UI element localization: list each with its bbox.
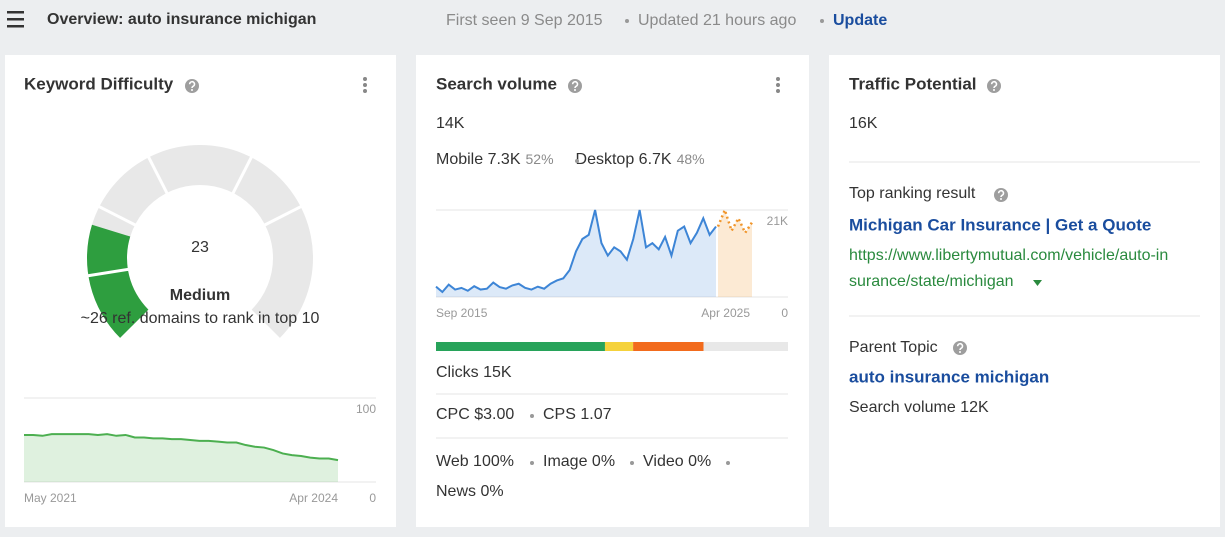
first-seen: First seen 9 Sep 2015	[446, 12, 603, 29]
help-icon	[185, 79, 199, 93]
gauge-track	[87, 145, 314, 338]
gauge-gap	[230, 154, 254, 196]
help-icon	[987, 79, 1001, 93]
line	[24, 433, 339, 462]
mobile: Mobile 7.3K	[436, 151, 521, 168]
update-link[interactable]: Update	[833, 12, 887, 29]
help-icon	[953, 341, 967, 355]
gauge-gap	[86, 267, 131, 278]
click-segment	[436, 342, 605, 351]
help-dot	[574, 89, 576, 91]
kd-note: ~26 ref. domains to rank in top 10	[81, 310, 320, 327]
page-title: Overview: auto insurance michigan	[47, 11, 316, 28]
y-tick-label: 21K	[767, 214, 788, 228]
top-result-url[interactable]: surance/state/michigan	[849, 273, 1014, 290]
menu-dot	[363, 89, 367, 93]
desktop: Desktop 6.7K	[576, 151, 672, 168]
y-tick-label: 0	[369, 491, 376, 505]
x-tick-label: Apr 2024	[289, 491, 338, 505]
mobile-share: 52%	[526, 151, 554, 167]
card-title: Keyword Difficulty	[24, 74, 174, 93]
menu-dot	[363, 77, 367, 81]
kd-label: Medium	[170, 287, 230, 304]
gauge	[86, 145, 314, 338]
help-glyph	[990, 80, 998, 89]
menu-dot	[776, 89, 780, 93]
gauge-gap	[146, 154, 170, 196]
traffic-value: 16K	[849, 115, 878, 132]
x-tick-label: Sep 2015	[436, 306, 488, 320]
forecast-line	[716, 206, 754, 236]
cps: CPS 1.07	[543, 406, 612, 423]
mini-chart: 100 0 May 2021 Apr 2024	[24, 397, 376, 505]
area	[24, 434, 338, 482]
y-tick-label: 0	[781, 306, 788, 320]
x-tick-label: Apr 2025	[701, 306, 750, 320]
card	[829, 55, 1220, 527]
help-dot	[191, 89, 193, 91]
top-result-title[interactable]: Michigan Car Insurance | Get a Quote	[849, 215, 1151, 234]
serp-type: News 0%	[436, 483, 504, 500]
section-heading: Parent Topic	[849, 339, 938, 356]
serp-type: Web 100%	[436, 453, 514, 470]
click-segment	[633, 342, 704, 351]
gauge-gap	[96, 204, 138, 228]
help-glyph	[571, 80, 579, 89]
menu-dot	[776, 83, 780, 87]
volume: 14K	[436, 115, 465, 132]
help-glyph	[188, 80, 196, 89]
dropdown-arrow[interactable]	[1033, 280, 1042, 286]
x-tick-label: May 2021	[24, 491, 77, 505]
cpc: CPC $3.00	[436, 406, 514, 423]
gauge-gap	[262, 204, 304, 228]
help-glyph	[997, 189, 1005, 198]
kd-score: 23	[191, 239, 209, 256]
forecast-area	[718, 210, 752, 297]
help-dot	[1000, 198, 1002, 200]
top-result-url[interactable]: https://www.libertymutual.com/vehicle/au…	[849, 247, 1168, 264]
serp-type: Image 0%	[543, 453, 615, 470]
mini-chart: 21K 0 Sep 2015 Apr 2025	[435, 206, 788, 320]
hamburger-menu[interactable]	[7, 11, 24, 28]
device-split: Mobile 7.3K 52% Desktop 6.7K 48%	[436, 151, 705, 169]
help-icon	[568, 79, 582, 93]
help-dot	[993, 89, 995, 91]
help-icon	[994, 188, 1008, 202]
clicks: Clicks 15K	[436, 364, 512, 381]
help-glyph	[956, 342, 964, 351]
help-dot	[959, 351, 961, 353]
updated: Updated 21 hours ago	[638, 12, 796, 29]
line	[435, 209, 717, 294]
desktop-share: 48%	[677, 151, 705, 167]
section-heading: Top ranking result	[849, 185, 976, 202]
card	[416, 55, 809, 527]
parent-topic-volume: Search volume 12K	[849, 399, 989, 416]
click-segment	[604, 342, 634, 351]
click-segment	[703, 342, 788, 351]
card-title: Search volume	[436, 74, 557, 93]
y-tick-label: 100	[356, 402, 376, 416]
menu-dot	[776, 77, 780, 81]
gauge-fill	[86, 224, 149, 338]
serp-type: Video 0%	[643, 453, 711, 470]
click-distribution	[436, 342, 788, 351]
menu-dot	[363, 83, 367, 87]
card	[5, 55, 396, 527]
card-title: Traffic Potential	[849, 74, 977, 93]
parent-topic[interactable]: auto insurance michigan	[849, 367, 1049, 386]
